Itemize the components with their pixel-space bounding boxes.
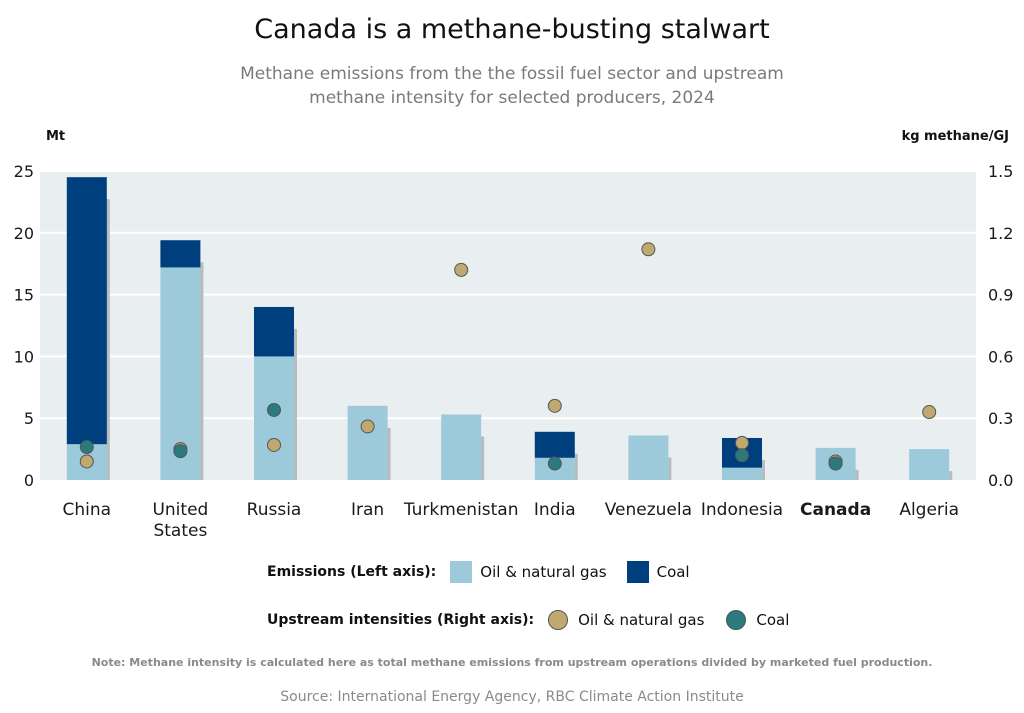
category-label: Algeria — [899, 500, 959, 520]
point-coal — [828, 456, 843, 471]
point-oil-gas — [922, 405, 937, 420]
bar-oil-gas — [628, 435, 669, 480]
bar-coal — [66, 177, 107, 445]
legend-swatch-oil-gas-bar — [450, 561, 473, 583]
point-oil-gas — [360, 419, 375, 434]
point-coal — [735, 448, 749, 463]
point-oil-gas — [641, 242, 656, 257]
point-coal — [79, 440, 94, 455]
point-oil-gas — [267, 437, 281, 452]
category-label: Venezuela — [605, 500, 692, 520]
bar-oil-gas — [347, 405, 388, 480]
category-label: Iran — [351, 500, 384, 520]
point-oil-gas — [454, 262, 469, 277]
legend-label-oil-gas-point: Oil & natural gas — [578, 611, 705, 629]
point-coal — [267, 402, 281, 417]
left-tick-label: 25 — [14, 162, 34, 181]
right-tick-label: 0.3 — [988, 409, 1013, 428]
intensity-legend-heading: Upstream intensities (Right axis): — [267, 612, 535, 628]
right-tick-label: 1.5 — [988, 162, 1013, 181]
bar-oil-gas — [909, 449, 950, 480]
left-tick-label: 15 — [14, 286, 34, 305]
left-tick-label: 10 — [14, 347, 34, 366]
emissions-legend: Emissions (Left axis): Oil & natural gas… — [267, 561, 690, 583]
legend-label-oil-gas-bar: Oil & natural gas — [480, 563, 607, 581]
right-tick-label: 0.6 — [988, 347, 1013, 366]
right-axis-unit: kg methane/GJ — [901, 129, 1009, 144]
left-axis-unit: Mt — [46, 129, 66, 144]
legend-label-coal-bar: Coal — [656, 563, 690, 581]
legend-swatch-coal-bar — [626, 561, 649, 583]
right-tick-label: 0.9 — [988, 286, 1013, 305]
legend-label-coal-point: Coal — [756, 611, 790, 629]
left-tick-label: 0 — [24, 471, 34, 490]
bar-oil-gas — [441, 414, 482, 480]
chart-title: Canada is a methane-busting stalwart — [254, 14, 770, 45]
point-oil-gas — [79, 454, 94, 469]
category-label: China — [63, 500, 112, 520]
legend-swatch-oil-gas-point — [548, 610, 569, 630]
category-label: Indonesia — [701, 500, 783, 520]
right-tick-label: 1.2 — [988, 224, 1013, 243]
point-oil-gas — [735, 435, 749, 450]
category-label: India — [534, 500, 576, 520]
left-tick-label: 20 — [14, 224, 34, 243]
source-line: Source: International Energy Agency, RBC… — [280, 689, 744, 705]
category-label: United States — [152, 500, 208, 541]
emissions-legend-heading: Emissions (Left axis): — [267, 564, 437, 580]
legend-swatch-coal-point — [726, 610, 747, 630]
bar-coal — [160, 240, 201, 268]
category-label: Russia — [247, 500, 302, 520]
category-label: Canada — [800, 500, 871, 520]
point-coal — [547, 456, 562, 471]
right-tick-label: 0.0 — [988, 471, 1013, 490]
bar-oil-gas — [254, 356, 294, 480]
point-oil-gas — [547, 398, 562, 413]
point-coal — [173, 444, 188, 459]
intensity-legend: Upstream intensities (Right axis): Oil &… — [267, 610, 789, 630]
chart-subtitle: Methane emissions from the the fossil fu… — [240, 64, 784, 108]
bar-coal — [534, 431, 575, 458]
category-label: Turkmenistan — [403, 500, 519, 520]
bar-coal — [254, 306, 294, 357]
footnote: Note: Methane intensity is calculated he… — [91, 656, 933, 669]
left-tick-label: 5 — [24, 409, 34, 428]
bar-oil-gas — [722, 467, 762, 480]
